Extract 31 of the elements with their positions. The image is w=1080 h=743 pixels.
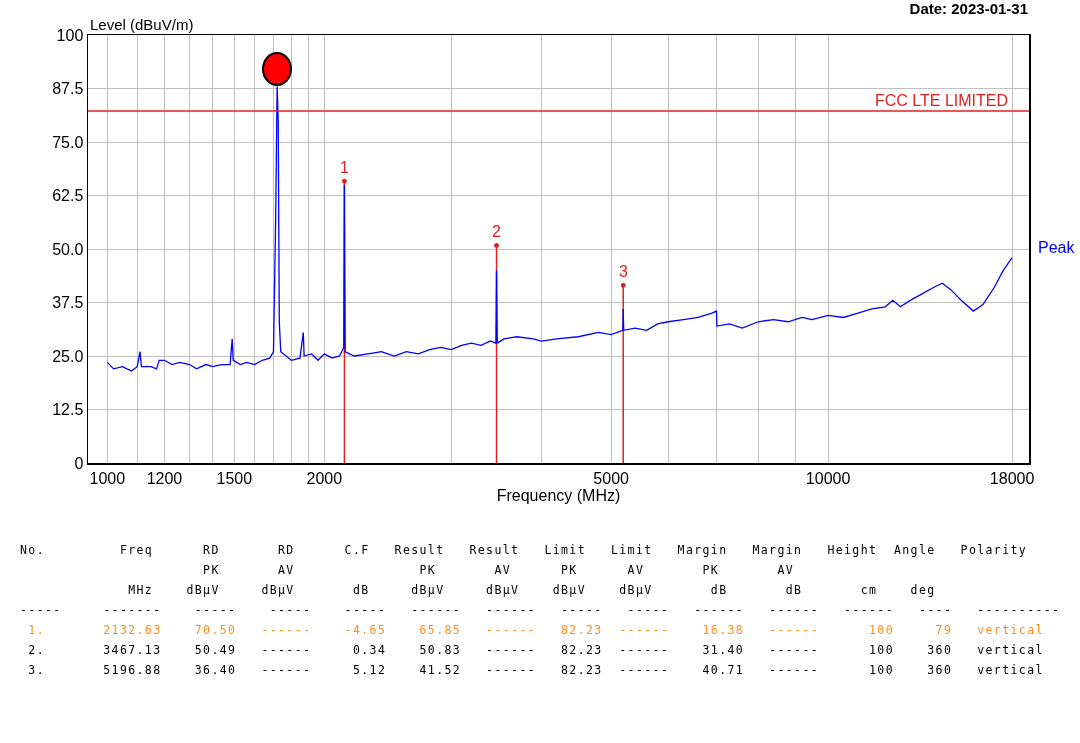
text: 3. 5196.88 36.40 ------ 5.12 41.52 ------ 82.23 ------ 40.71 ------ 100 360 vertical <box>27 662 1045 679</box>
y-tick-label: 100 <box>56 26 84 44</box>
x-axis-title: Frequency (MHz) <box>496 487 621 505</box>
text: MHz dBμV dBμV dB dBμV dBμV dBμV dBμV dB dB cm deg <box>127 582 937 599</box>
y-tick-label: 0 <box>74 454 84 472</box>
annotation: 3 <box>619 263 628 280</box>
annotation: 1 <box>340 159 349 176</box>
x-tick-label: 1200 <box>146 469 183 487</box>
x-tick-label: 1000 <box>89 469 126 487</box>
y-tick-label: 62.5 <box>52 187 84 205</box>
text: Date: 2023-01-31 <box>909 0 1028 17</box>
ref-line-label: FCC LTE LIMITED <box>875 92 1009 109</box>
y-tick-label: 12.5 <box>52 401 84 419</box>
y-tick-label: 75.0 <box>52 133 84 151</box>
annotation: 2 <box>492 223 501 240</box>
x-tick-label: 2000 <box>306 469 343 487</box>
y-tick-label: 37.5 <box>52 294 84 312</box>
y-tick-label: 50.0 <box>52 240 84 258</box>
y-tick-label: 87.5 <box>52 80 84 98</box>
x-tick-label: 18000 <box>989 469 1035 487</box>
series-label: Peak <box>1038 239 1076 256</box>
x-tick-label: 5000 <box>593 469 630 487</box>
text: 2. 3467.13 50.49 ------ 0.34 50.83 ------ 82.23 ------ 31.40 ------ 100 360 vertical <box>27 642 1045 659</box>
x-tick-label: 1500 <box>216 469 253 487</box>
text: ----- ------- ----- ----- ----- ------ ------ ----- ----- ------ ------ ------ ---- ---------- <box>20 602 1061 619</box>
x-tick-label: 10000 <box>805 469 851 487</box>
y-axis-title: Level (dBuV/m) <box>90 16 194 33</box>
text: No. Freq RD RD C.F Result Result Limit Limit Margin Margin Height Angle Polarity <box>20 542 1029 559</box>
y-tick-label: 25.0 <box>52 347 84 365</box>
text: PK AV PK AV PK AV PK AV <box>202 562 796 579</box>
text: 1. 2132.63 70.50 ------ -4.65 65.85 ------ 82.23 ------ 16.38 ------ 100 79 vertical <box>27 622 1045 639</box>
